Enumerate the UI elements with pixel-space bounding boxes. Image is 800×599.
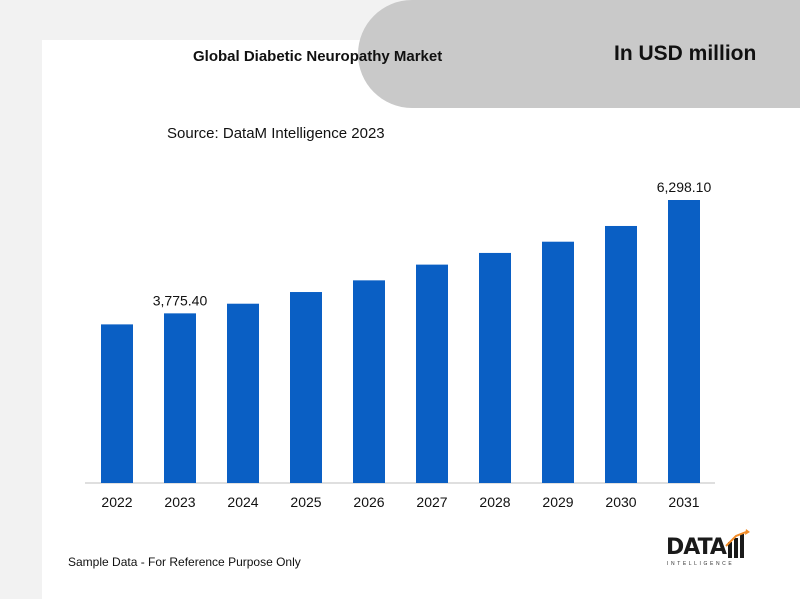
x-tick-label: 2023 (164, 494, 195, 510)
data-label: 6,298.10 (657, 179, 712, 195)
bar-2022 (101, 324, 133, 483)
x-tick-label: 2024 (227, 494, 258, 510)
unit-banner (358, 0, 800, 108)
bar-2023 (164, 313, 196, 483)
logo-bars-icon (725, 529, 750, 558)
bar-2027 (416, 264, 448, 483)
x-tick-label: 2028 (479, 494, 510, 510)
logo-subtitle: INTELLIGENCE (667, 561, 735, 567)
x-tick-label: 2025 (290, 494, 321, 510)
bar-2031 (668, 200, 700, 483)
x-tick-label: 2031 (668, 494, 699, 510)
bar-2026 (353, 280, 385, 483)
x-tick-label: 2026 (353, 494, 384, 510)
bar-2029 (542, 241, 574, 483)
x-tick-label: 2030 (605, 494, 636, 510)
datam-logo: DATA INTELLIGENCE (666, 528, 756, 573)
bar-2028 (479, 252, 511, 483)
source-note: Source: DataM Intelligence 2023 (167, 125, 385, 142)
bar-2025 (290, 292, 322, 483)
data-label: 3,775.40 (153, 292, 208, 308)
chart-title: Global Diabetic Neuropathy Market (193, 48, 443, 65)
bar-2030 (605, 225, 637, 484)
x-tick-label: 2027 (416, 494, 447, 510)
footer-disclaimer: Sample Data - For Reference Purpose Only (68, 555, 301, 569)
x-tick-label: 2022 (101, 494, 132, 510)
x-tick-label: 2029 (542, 494, 573, 510)
bar-2024 (227, 303, 259, 483)
unit-label: In USD million (614, 42, 757, 65)
logo-wordmark: DATA (666, 535, 727, 560)
